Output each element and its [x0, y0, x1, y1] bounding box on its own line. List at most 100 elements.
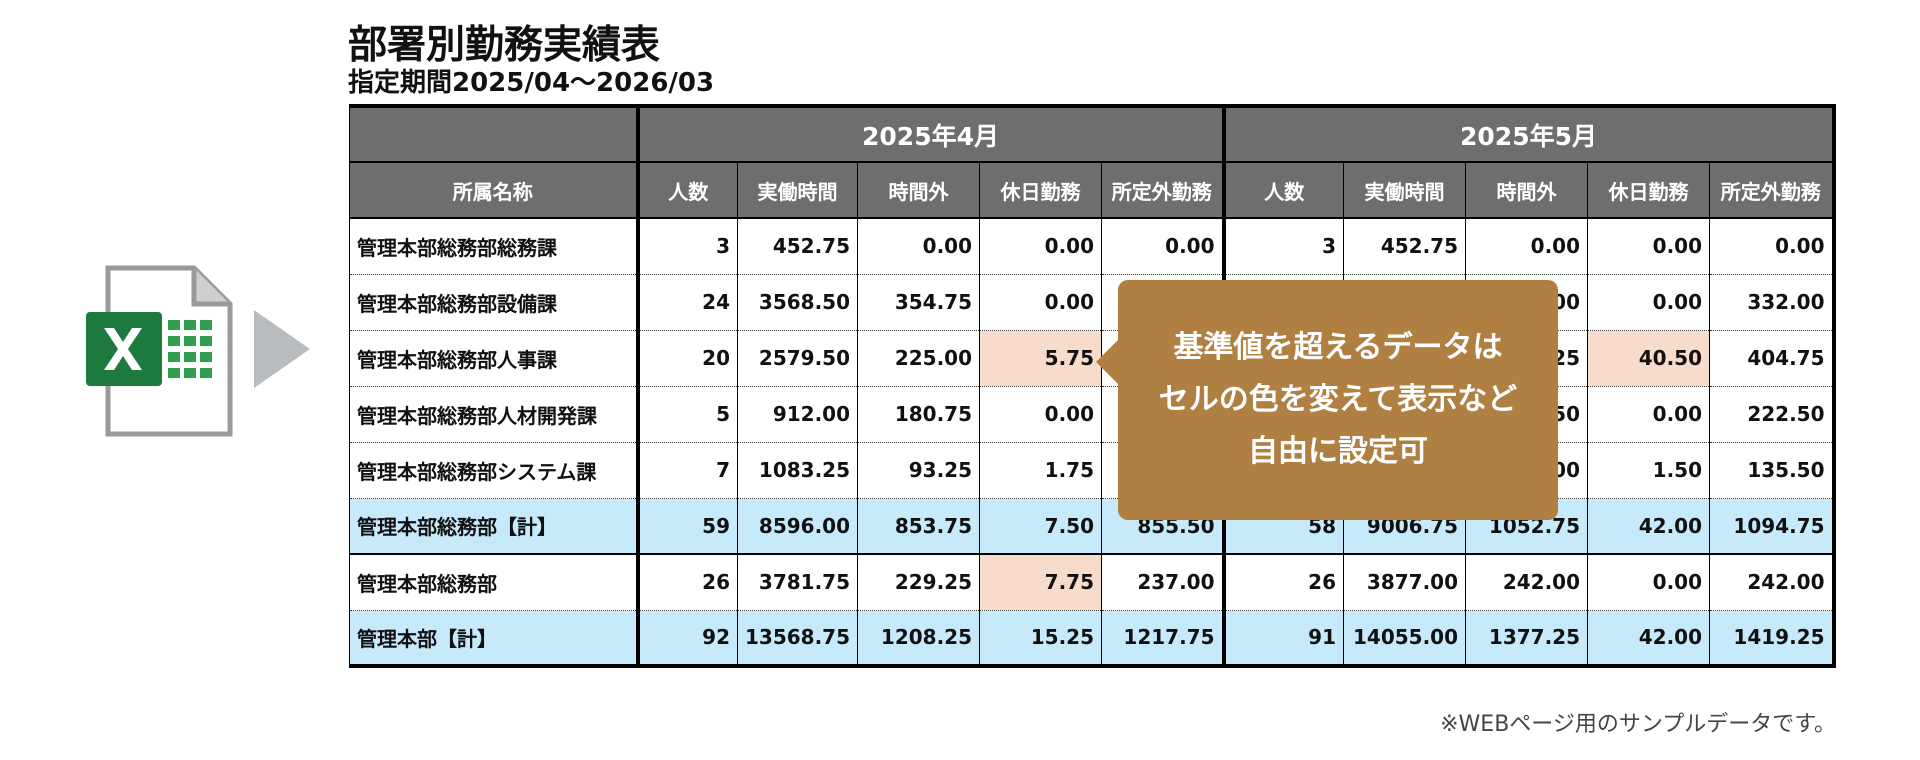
value-cell: 40.50 — [1587, 330, 1711, 387]
subtotal-row: 管理本部総務部【計】 59 8596.00 853.75 7.50 855.50 58 900… — [349, 498, 1836, 555]
value-cell: 1083.25 — [736, 442, 859, 499]
row-name: 管理本部総務部【計】 — [349, 498, 638, 555]
value-cell: 7.75 — [979, 554, 1103, 611]
data-row: 管理本部総務部人材開発課 5 912.00 180.75 0.00 50 0.00 222.5… — [349, 386, 1836, 443]
row-name: 管理本部総務部システム課 — [349, 442, 638, 499]
callout-line: セルの色を変えて表示など — [1158, 382, 1518, 417]
value-cell: 7 — [635, 442, 738, 499]
value-cell: 1208.25 — [857, 610, 981, 668]
value-cell: 180.75 — [857, 386, 981, 443]
value-cell: 14055.00 — [1343, 610, 1467, 668]
note: ※WEBページ用のサンプルデータです。 — [1440, 712, 1836, 737]
value-cell: 332.00 — [1709, 274, 1836, 331]
value-cell: 0.00 — [979, 274, 1103, 331]
value-cell: 3781.75 — [736, 554, 859, 611]
value-cell: 1377.25 — [1465, 610, 1589, 668]
value-cell: 1094.75 — [1709, 498, 1836, 555]
value-cell: 8596.00 — [736, 498, 859, 555]
value-cell: 1217.75 — [1101, 610, 1225, 668]
column-header: 人数 — [1221, 162, 1345, 219]
value-cell: 7.50 — [979, 498, 1103, 555]
column-header: 時間外 — [1465, 162, 1589, 219]
column-header: 実働時間 — [736, 162, 859, 219]
column-header: 実働時間 — [1343, 162, 1467, 219]
value-cell: 222.50 — [1709, 386, 1836, 443]
value-cell: 135.50 — [1709, 442, 1836, 499]
row-name: 管理本部【計】 — [349, 610, 638, 668]
row-name: 管理本部総務部人事課 — [349, 330, 638, 387]
callout: 基準値を超えるデータは セルの色を変えて表示など 自由に設定可 — [1096, 280, 1558, 520]
value-cell: 42.00 — [1587, 498, 1711, 555]
value-cell: 3568.50 — [736, 274, 859, 331]
value-cell: 242.00 — [1709, 554, 1836, 611]
value-cell: 1.50 — [1587, 442, 1711, 499]
value-cell: 92 — [635, 610, 738, 668]
value-cell: 853.75 — [857, 498, 981, 555]
value-cell: 15.25 — [979, 610, 1103, 668]
column-header: 人数 — [635, 162, 738, 219]
value-cell: 0.00 — [1101, 218, 1225, 275]
month-header: 2025年4月 — [635, 104, 1225, 163]
value-cell: 0.00 — [1709, 218, 1836, 275]
value-cell: 242.00 — [1465, 554, 1589, 611]
value-cell: 452.75 — [1343, 218, 1467, 275]
value-cell: 0.00 — [1587, 274, 1711, 331]
column-header: 所定外勤務 — [1101, 162, 1225, 219]
data-row: 管理本部総務部設備課 24 3568.50 354.75 0.00 00 0.00 332.0… — [349, 274, 1836, 331]
column-header: 所属名称 — [349, 162, 638, 219]
value-cell: 0.00 — [979, 218, 1103, 275]
title: 部署別勤務実績表 — [348, 23, 661, 68]
value-cell: 354.75 — [857, 274, 981, 331]
row-name: 管理本部総務部設備課 — [349, 274, 638, 331]
corner-cell — [349, 104, 638, 163]
row-name: 管理本部総務部 — [349, 554, 638, 611]
header-row: 2025年4月 2025年5月 — [349, 104, 1836, 163]
excel-icon — [86, 265, 310, 437]
value-cell: 912.00 — [736, 386, 859, 443]
subtotal-row: 管理本部【計】 92 13568.75 1208.25 15.25 1217.75 91 14… — [349, 610, 1836, 668]
value-cell: 3877.00 — [1343, 554, 1467, 611]
value-cell: 229.25 — [857, 554, 981, 611]
value-cell: 237.00 — [1101, 554, 1225, 611]
value-cell: 0.00 — [979, 386, 1103, 443]
row-name: 管理本部総務部総務課 — [349, 218, 638, 275]
value-cell: 452.75 — [736, 218, 859, 275]
value-cell: 91 — [1221, 610, 1345, 668]
value-cell: 2579.50 — [736, 330, 859, 387]
value-cell: 3 — [1221, 218, 1345, 275]
attendance-table: 2025年4月 2025年5月 所属名称 人数 実働時間 時間外 休日勤務 所定外勤務 人数 実働… — [349, 104, 1836, 668]
value-cell: 225.00 — [857, 330, 981, 387]
row-name: 管理本部総務部人材開発課 — [349, 386, 638, 443]
value-cell: 0.00 — [1587, 386, 1711, 443]
callout-line: 基準値を超えるデータは — [1173, 330, 1503, 365]
value-cell: 0.00 — [1465, 218, 1589, 275]
data-row: 管理本部総務部人事課 20 2579.50 225.00 5.75 25 40.50 404.… — [349, 330, 1836, 387]
header-row: 所属名称 人数 実働時間 時間外 休日勤務 所定外勤務 人数 実働時間 時間外 休日勤務 所定外勤務 — [349, 162, 1836, 219]
month-header: 2025年5月 — [1221, 104, 1836, 163]
value-cell: 13568.75 — [736, 610, 859, 668]
data-row: 管理本部総務部システム課 7 1083.25 93.25 1.75 00 1.50 135.5… — [349, 442, 1836, 499]
value-cell: 3 — [635, 218, 738, 275]
column-header: 休日勤務 — [1587, 162, 1711, 219]
subtitle: 指定期間2025/04〜2026/03 — [348, 68, 715, 98]
value-cell: 5 — [635, 386, 738, 443]
value-cell: 404.75 — [1709, 330, 1836, 387]
callout-line: 自由に設定可 — [1248, 434, 1428, 469]
value-cell: 26 — [635, 554, 738, 611]
value-cell: 1.75 — [979, 442, 1103, 499]
data-row: 管理本部総務部 26 3781.75 229.25 7.75 237.00 26 3877.0… — [349, 554, 1836, 611]
value-cell: 20 — [635, 330, 738, 387]
value-cell: 0.00 — [1587, 554, 1711, 611]
value-cell: 1419.25 — [1709, 610, 1836, 668]
value-cell: 5.75 — [979, 330, 1103, 387]
value-cell: 0.00 — [1587, 218, 1711, 275]
value-cell: 26 — [1221, 554, 1345, 611]
value-cell: 93.25 — [857, 442, 981, 499]
column-header: 時間外 — [857, 162, 981, 219]
data-row: 管理本部総務部総務課 3 452.75 0.00 0.00 0.00 3 452.75 0.00… — [349, 218, 1836, 275]
value-cell: 0.00 — [857, 218, 981, 275]
column-header: 所定外勤務 — [1709, 162, 1836, 219]
column-header: 休日勤務 — [979, 162, 1103, 219]
